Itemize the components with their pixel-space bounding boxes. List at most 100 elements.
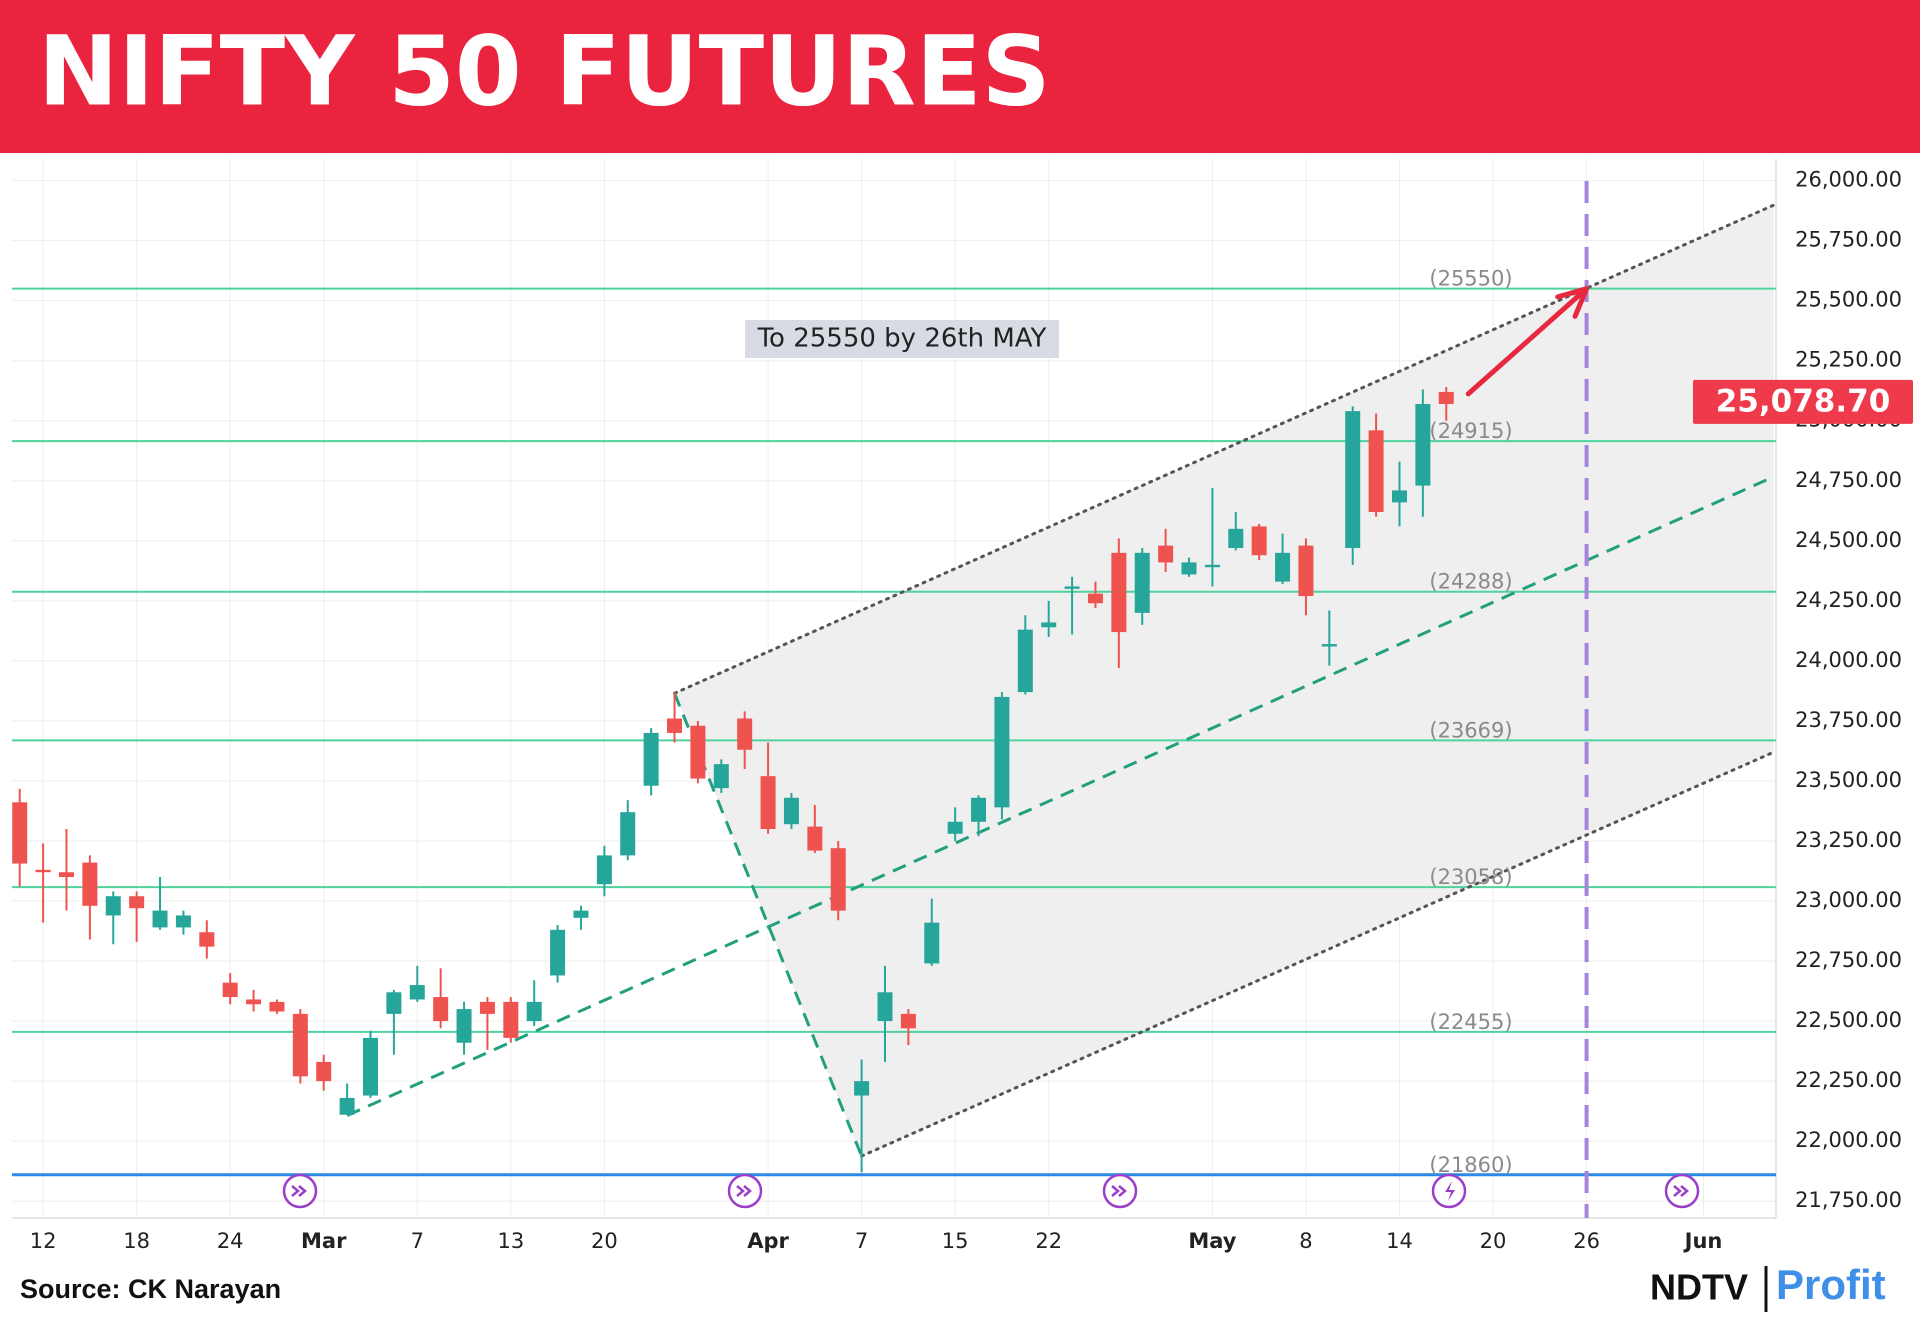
y-tick-label: 23,500.00 [1795,768,1902,792]
y-tick-label: 22,750.00 [1795,948,1902,972]
candle-body [12,802,28,864]
candle-body [1017,629,1033,693]
x-tick-label: 8 [1299,1229,1312,1253]
candle-body [994,696,1010,808]
candle-body [58,872,74,878]
candle-body [807,826,823,851]
candle-body [620,812,636,856]
candle-body [503,1001,519,1038]
event-icon[interactable] [1102,1173,1138,1209]
candle-body [947,821,963,834]
event-icon[interactable] [727,1173,763,1209]
trendline [346,475,1775,1117]
x-tick-label: 12 [30,1229,57,1253]
y-tick-label: 24,750.00 [1795,468,1902,492]
x-tick-label: Mar [301,1229,347,1253]
candle-body [526,1001,542,1022]
candle-body [1204,564,1220,568]
chart-back [12,159,1777,1219]
candle-body [363,1037,379,1096]
x-tick-label: 13 [497,1229,524,1253]
y-tick-label: 21,750.00 [1795,1188,1902,1212]
annotation-box [745,320,1059,358]
candle-body [1087,593,1103,604]
candle-body [1228,528,1244,549]
candle-body [129,896,145,909]
event-icon-glyph [1111,1185,1127,1197]
candle-body [433,997,449,1022]
candle-body [1134,552,1150,613]
brand-name: NDTV [1650,1267,1748,1308]
candle-body [1275,552,1291,582]
event-icons [282,1173,1700,1209]
y-tick-label: 24,000.00 [1795,648,1902,672]
annotation: To 25550 by 26th MAY [757,324,1047,354]
level-label: (24915) [1429,419,1512,443]
brand-product: Profit [1776,1261,1886,1308]
candle-body [409,985,425,1000]
level-label: (23669) [1429,718,1512,742]
candle-body [760,776,776,829]
channel-shade [674,205,1774,1157]
last-price-label: 25,078.70 [1716,383,1891,419]
candle-body [573,910,589,918]
candle-body [175,915,191,928]
y-tick-label: 26,000.00 [1795,168,1902,192]
candle-body [596,855,612,885]
candle-body [877,992,893,1022]
x-tick-label: 7 [411,1229,424,1253]
level-label: (24288) [1429,570,1512,594]
y-tick-label: 22,000.00 [1795,1128,1902,1152]
y-tick-label: 25,750.00 [1795,228,1902,252]
event-icon[interactable] [1664,1173,1700,1209]
x-tick-label: 15 [942,1229,969,1253]
candle-body [152,910,168,928]
candle-body [550,929,566,976]
header-bar [0,0,1920,153]
candle-body [316,1061,332,1082]
x-tick-label: 22 [1035,1229,1062,1253]
candle-body [1368,430,1384,512]
x-tick-label: 24 [217,1229,244,1253]
y-tick-label: 25,250.00 [1795,348,1902,372]
y-tick-label: 25,500.00 [1795,288,1902,312]
candle-body [82,862,98,906]
level-label: (22455) [1429,1010,1512,1034]
trendline [860,750,1776,1158]
level-label: (25550) [1429,267,1512,291]
y-tick-label: 23,250.00 [1795,828,1902,852]
trendline [673,692,864,1157]
candle-body [35,869,51,873]
candle-body [269,1001,285,1012]
candle-body [1111,552,1127,633]
y-tick-label: 23,000.00 [1795,888,1902,912]
x-tick-label: 20 [1480,1229,1507,1253]
last-price-box [1693,379,1913,424]
y-tick-label: 24,250.00 [1795,588,1902,612]
candle-body [456,1009,472,1043]
candle-body [1158,545,1174,563]
candle-body [1391,490,1407,503]
candle-body [783,797,799,825]
candle-body [1041,622,1057,628]
candle-body [479,1001,495,1014]
x-tick-label: 7 [855,1229,868,1253]
candle-body [1415,403,1431,486]
event-icon-glyph [291,1185,307,1197]
candle-body [246,999,262,1005]
trendline [673,203,1776,695]
y-tick-label: 24,500.00 [1795,528,1902,552]
y-tick-label: 23,750.00 [1795,708,1902,732]
candle-body [971,797,987,822]
chart-title: NIFTY 50 FUTURES [38,15,1051,127]
level-label: (23058) [1429,865,1512,889]
candle-body [1321,644,1337,647]
candle-body [737,718,753,750]
x-tick-label: May [1188,1229,1236,1253]
candle-body [1181,562,1197,575]
chart-front: 26,000.00 25,750.00 25,500.00 25,250.00 25,0… [12,168,1913,1253]
event-icon-glyph [736,1185,752,1197]
y-tick-label: 22,250.00 [1795,1068,1902,1092]
event-icon[interactable] [282,1173,318,1209]
